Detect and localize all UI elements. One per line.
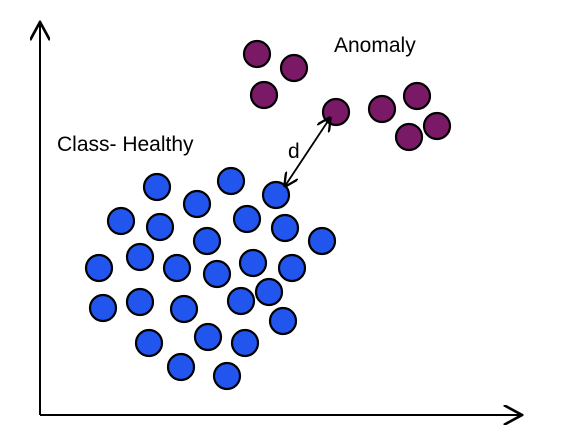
healthy-point bbox=[254, 277, 284, 307]
healthy-point bbox=[142, 172, 172, 202]
healthy-point bbox=[261, 180, 291, 210]
healthy-point bbox=[232, 204, 262, 234]
anomaly-cluster bbox=[242, 39, 452, 152]
healthy-point bbox=[182, 189, 212, 219]
anomaly-point bbox=[249, 80, 279, 110]
healthy-point bbox=[162, 253, 192, 283]
label-anomaly: Anomaly bbox=[334, 34, 416, 57]
label-distance: d bbox=[288, 140, 300, 163]
label-class-healthy: Class- Healthy bbox=[57, 133, 194, 156]
healthy-point bbox=[192, 226, 222, 256]
healthy-point bbox=[166, 352, 196, 382]
healthy-point bbox=[125, 287, 155, 317]
healthy-point bbox=[169, 294, 199, 324]
healthy-point bbox=[88, 293, 118, 323]
healthy-point bbox=[125, 242, 155, 272]
healthy-point bbox=[268, 306, 298, 336]
healthy-point bbox=[230, 328, 260, 358]
anomaly-point bbox=[422, 111, 452, 141]
healthy-point bbox=[193, 322, 223, 352]
anomaly-point bbox=[402, 81, 432, 111]
healthy-point bbox=[212, 361, 242, 391]
healthy-cluster bbox=[84, 166, 337, 391]
healthy-point bbox=[238, 248, 268, 278]
distance-arrow bbox=[285, 118, 330, 186]
healthy-point bbox=[84, 253, 114, 283]
healthy-point bbox=[216, 166, 246, 196]
healthy-point bbox=[270, 213, 300, 243]
healthy-point bbox=[134, 328, 164, 358]
healthy-point bbox=[202, 259, 232, 289]
anomaly-point bbox=[242, 39, 272, 69]
anomaly-point bbox=[367, 94, 397, 124]
healthy-point bbox=[106, 206, 136, 236]
healthy-point bbox=[145, 212, 175, 242]
healthy-point bbox=[307, 226, 337, 256]
healthy-point bbox=[226, 286, 256, 316]
anomaly-point bbox=[394, 122, 424, 152]
healthy-point bbox=[277, 253, 307, 283]
anomaly-point bbox=[279, 53, 309, 83]
